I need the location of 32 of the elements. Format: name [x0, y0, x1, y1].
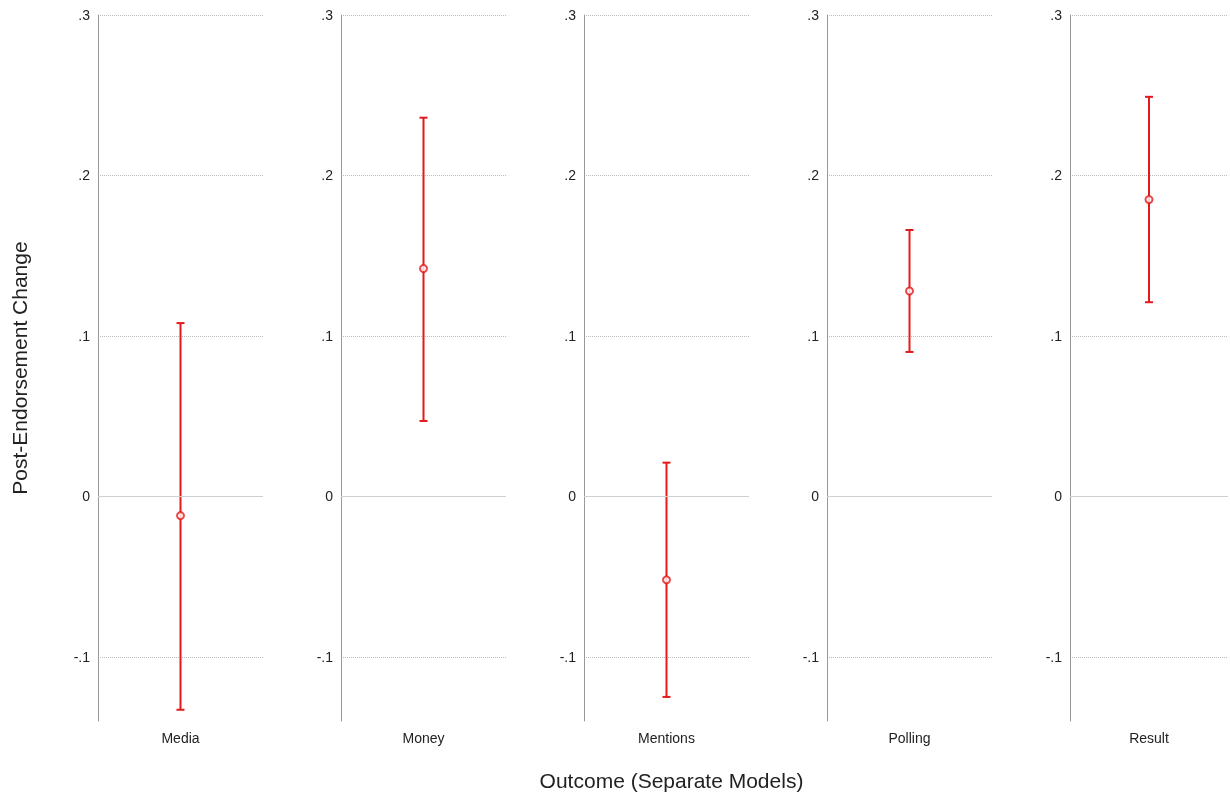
y-tick-label: .1 — [564, 327, 577, 344]
y-axis-title: Post-Endorsement Change — [8, 241, 31, 495]
y-tick-label: -.1 — [316, 648, 334, 665]
y-tick-label: -.1 — [802, 648, 820, 665]
y-tick-label: 0 — [1054, 488, 1063, 505]
x-axis-title: Outcome (Separate Models) — [539, 769, 804, 792]
y-tick-label: 0 — [568, 488, 577, 505]
x-tick-label: Money — [402, 730, 445, 746]
y-tick-label: .3 — [78, 7, 91, 23]
y-tick-label: .3 — [564, 7, 577, 23]
y-tick-label: -.1 — [1045, 648, 1063, 665]
y-tick-label: .2 — [78, 167, 91, 184]
y-tick-label: .3 — [807, 7, 820, 23]
y-tick-label: -.1 — [73, 648, 91, 665]
y-tick-label: 0 — [82, 488, 91, 505]
y-tick-label: .3 — [321, 7, 334, 23]
y-tick-label: .1 — [1050, 327, 1063, 344]
y-tick-label: -.1 — [559, 648, 577, 665]
y-tick-label: .1 — [321, 327, 334, 344]
x-tick-label: Media — [161, 730, 200, 746]
x-tick-label: Result — [1129, 730, 1169, 746]
y-tick-label: .2 — [807, 167, 820, 184]
y-tick-label: .2 — [321, 167, 334, 184]
x-tick-label: Polling — [888, 730, 931, 746]
y-tick-label: .2 — [564, 167, 577, 184]
y-tick-label: 0 — [811, 488, 820, 505]
y-tick-label: .2 — [1050, 167, 1063, 184]
y-tick-label: .3 — [1050, 7, 1063, 23]
y-tick-label: .1 — [807, 327, 820, 344]
x-tick-label: Mentions — [638, 730, 695, 746]
y-tick-label: 0 — [325, 488, 334, 505]
y-tick-label: .1 — [78, 327, 91, 344]
